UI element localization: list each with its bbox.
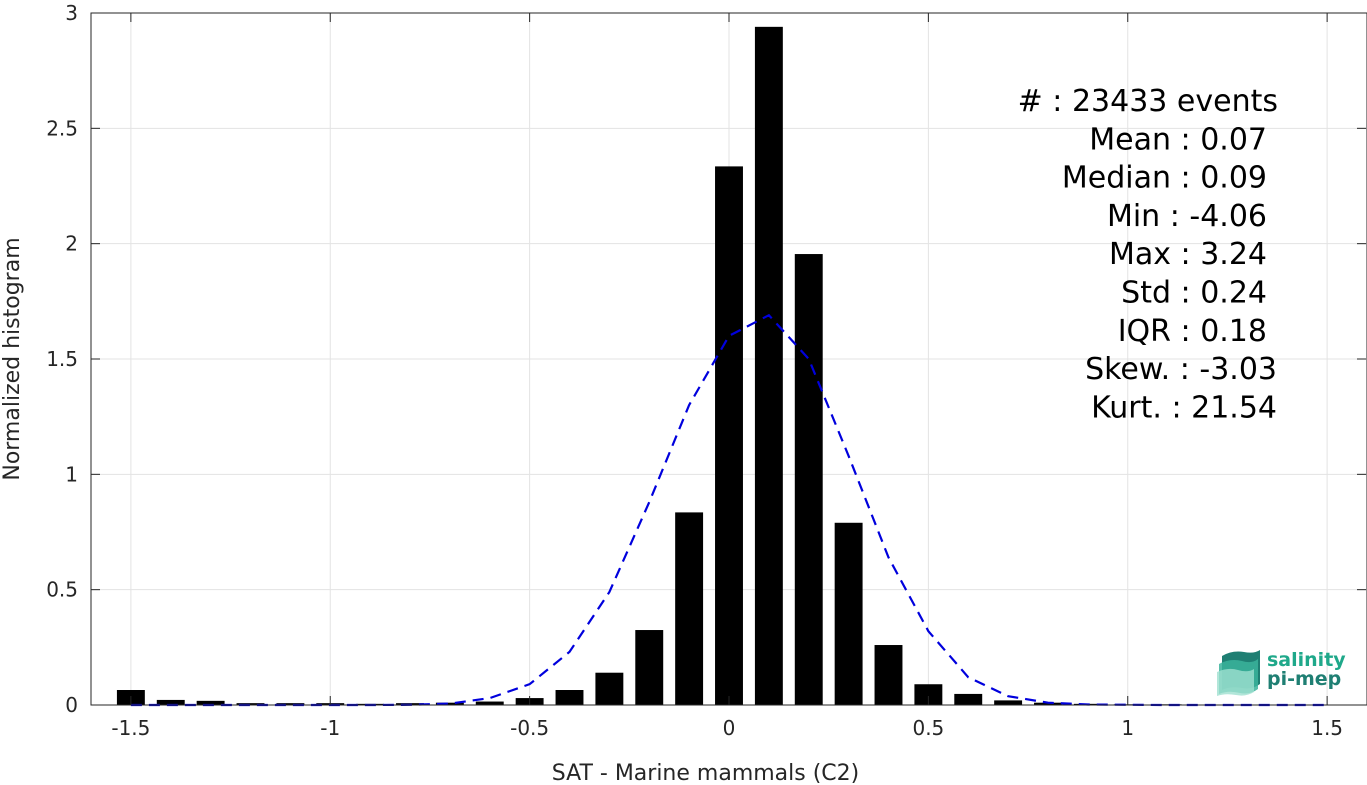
histogram-bar bbox=[715, 166, 743, 706]
y-tick-label: 1.5 bbox=[46, 347, 78, 371]
y-tick-labels: 0 0.5 1 1.5 2 2.5 3 bbox=[46, 1, 78, 717]
y-tick-label: 3 bbox=[65, 1, 78, 25]
histogram-bar bbox=[1034, 702, 1062, 705]
histogram-bar bbox=[834, 522, 863, 705]
x-axis-label: SAT - Marine mammals (C2) bbox=[552, 761, 860, 785]
stats-line: Min : -4.06 bbox=[1107, 199, 1267, 234]
histogram-bar bbox=[754, 26, 783, 705]
salinity-pimep-logo: salinity pi-mep bbox=[1217, 649, 1346, 696]
histogram-bar bbox=[236, 703, 265, 705]
histogram-bar bbox=[555, 690, 584, 705]
stats-line: Mean : 0.07 bbox=[1089, 122, 1267, 157]
stats-line: # : 23433 events bbox=[1018, 84, 1278, 119]
histogram-bar bbox=[874, 645, 903, 705]
x-tick-label: -1 bbox=[320, 716, 340, 740]
histogram-bar bbox=[675, 512, 704, 705]
y-tick-label: 0.5 bbox=[46, 578, 78, 602]
y-axis-label: Normalized histogram bbox=[0, 237, 25, 480]
histogram-bar bbox=[794, 254, 823, 705]
y-tick-label: 2.5 bbox=[46, 116, 78, 140]
histogram-bar bbox=[954, 693, 983, 705]
stats-line: Kurt. : 21.54 bbox=[1091, 390, 1277, 425]
histogram-bar bbox=[156, 699, 185, 705]
x-tick-labels: -1.5 -1 -0.5 0 0.5 1 1.5 bbox=[111, 716, 1343, 740]
y-tick-label: 1 bbox=[65, 462, 78, 486]
stats-line: IQR : 0.18 bbox=[1118, 314, 1267, 349]
x-tick-label: 0 bbox=[723, 716, 736, 740]
x-tick-label: -1.5 bbox=[111, 716, 150, 740]
stats-line: Std : 0.24 bbox=[1121, 276, 1267, 311]
histogram-bar bbox=[914, 684, 943, 705]
x-tick-label: 0.5 bbox=[912, 716, 944, 740]
histogram-bar bbox=[595, 672, 624, 705]
stats-line: Median : 0.09 bbox=[1062, 161, 1267, 196]
histogram-bar bbox=[435, 702, 464, 705]
x-tick-label: 1 bbox=[1121, 716, 1134, 740]
x-tick-label: 1.5 bbox=[1311, 716, 1343, 740]
logo-text-pimep: pi-mep bbox=[1267, 668, 1341, 690]
histogram-bar bbox=[196, 700, 225, 705]
axis-ticks bbox=[91, 12, 1366, 706]
stats-line: Skew. : -3.03 bbox=[1085, 352, 1277, 387]
histogram-bar bbox=[475, 701, 504, 705]
y-tick-label: 2 bbox=[65, 232, 78, 256]
histogram-bar bbox=[276, 703, 305, 705]
histogram-bar bbox=[994, 700, 1023, 705]
histogram-bar bbox=[635, 630, 664, 705]
y-tick-label: 0 bbox=[65, 693, 78, 717]
stats-line: Max : 3.24 bbox=[1109, 237, 1267, 272]
histogram-bars bbox=[116, 26, 1342, 706]
x-tick-label: -0.5 bbox=[510, 716, 549, 740]
logo-text-salinity: salinity bbox=[1267, 649, 1346, 671]
logo-wave-icon bbox=[1217, 650, 1260, 696]
